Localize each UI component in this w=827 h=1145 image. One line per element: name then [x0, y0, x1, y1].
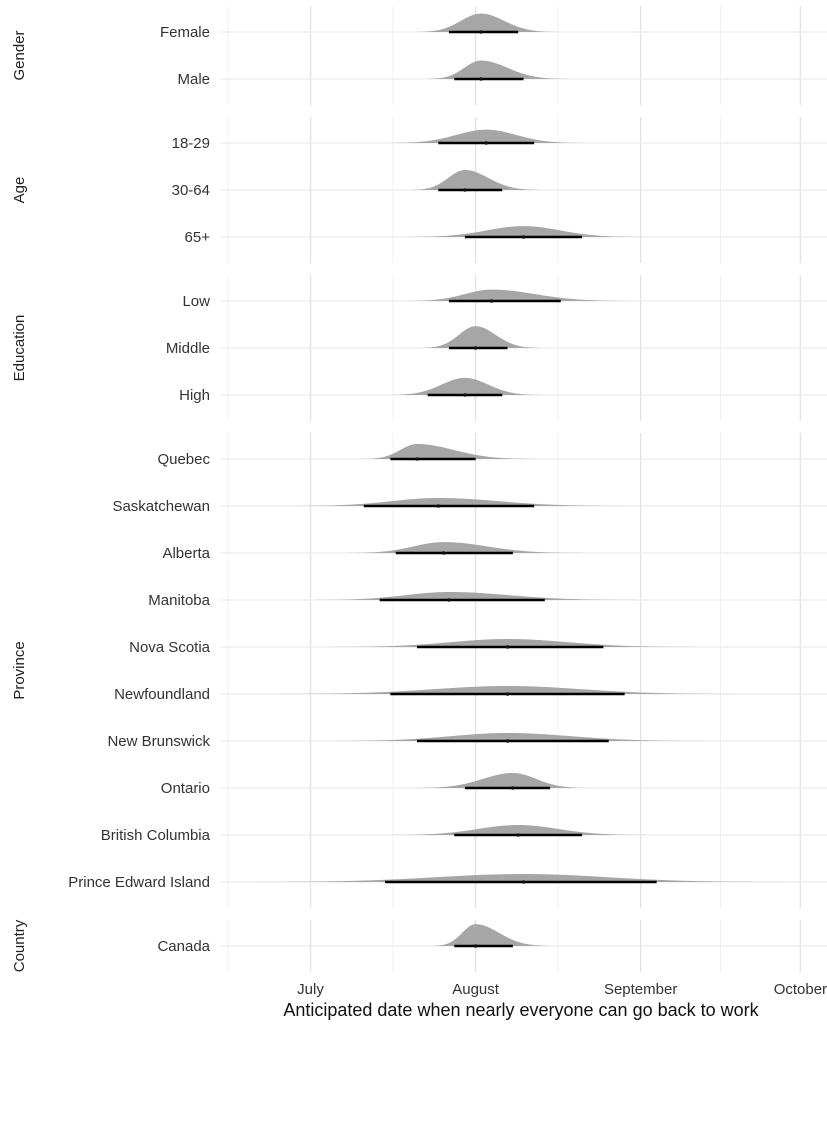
density-shape [406, 226, 641, 237]
row-manitoba: Manitoba [148, 592, 827, 609]
facet-label: Province [11, 641, 28, 699]
row-quebec: Quebec [157, 444, 827, 468]
row-new-brunswick: New Brunswick [107, 733, 827, 750]
density-shape [310, 592, 641, 600]
row-30-64: 30-64 [172, 170, 827, 199]
density-shape [326, 733, 710, 741]
row-alberta: Alberta [162, 542, 827, 562]
row-female: Female [160, 13, 827, 41]
row-low: Low [182, 289, 827, 310]
median-point [516, 833, 520, 837]
median-point [479, 77, 483, 81]
row-saskatchewan: Saskatchewan [112, 498, 827, 515]
density-shape [417, 773, 588, 788]
row-prince-edward-island: Prince Edward Island [68, 874, 827, 891]
category-label: 65+ [185, 229, 211, 246]
x-axis-title: Anticipated date when nearly everyone ca… [283, 1000, 759, 1020]
density-shape [417, 13, 556, 32]
category-label: Nova Scotia [129, 639, 211, 656]
category-label: Middle [166, 340, 210, 357]
facet-panel-3: Province Quebec Saskatchewan Alberta Manitob… [11, 433, 827, 908]
median-point [484, 141, 489, 145]
median-point [505, 739, 510, 743]
median-point [436, 504, 441, 508]
category-label: Alberta [162, 545, 210, 562]
median-point [463, 188, 467, 192]
median-point [473, 944, 478, 948]
density-shape [390, 129, 583, 143]
density-shape [347, 542, 583, 553]
density-shape [390, 825, 646, 835]
row-male: Male [177, 60, 827, 88]
facet-label: Age [11, 177, 28, 204]
facet-panel-0: Gender Female Male [11, 6, 827, 105]
facet-label: Country [11, 919, 28, 972]
category-label: Low [182, 293, 210, 310]
category-label: 30-64 [172, 182, 210, 199]
median-point [521, 235, 526, 239]
median-point [415, 457, 419, 461]
density-shape [427, 60, 567, 79]
row-british-columbia: British Columbia [101, 825, 827, 844]
facet-label: Education [11, 315, 28, 382]
density-shape [390, 377, 540, 395]
facet-panels: Gender Female Male Age 18-29 30-64 65+ Educatio… [11, 6, 827, 972]
category-label: British Columbia [101, 827, 211, 844]
density-shape [246, 874, 790, 882]
x-axis: July August September October [297, 981, 827, 998]
median-point [463, 393, 467, 397]
median-point [489, 299, 494, 303]
density-shape [422, 326, 540, 348]
facet-panel-1: Age 18-29 30-64 65+ [11, 117, 827, 263]
category-label: Male [177, 71, 210, 88]
category-label: 18-29 [172, 135, 210, 152]
row-nova-scotia: Nova Scotia [129, 639, 827, 656]
category-label: Manitoba [148, 592, 210, 609]
median-point [479, 30, 483, 34]
density-shape [289, 498, 630, 506]
row-65+: 65+ [185, 226, 827, 246]
category-label: Newfoundland [114, 686, 210, 703]
density-shape [432, 924, 551, 946]
facet-panel-4: Country Canada [11, 919, 827, 972]
facet-panel-2: Education Low Middle High [11, 275, 827, 421]
row-canada: Canada [157, 924, 827, 955]
row-high: High [179, 377, 827, 404]
x-tick-label: September [604, 981, 677, 998]
x-tick-label: October [774, 981, 827, 998]
median-point [441, 551, 446, 555]
category-label: Saskatchewan [112, 498, 210, 515]
row-middle: Middle [166, 326, 827, 357]
median-point [447, 598, 451, 602]
median-point [473, 346, 478, 350]
density-shape [363, 444, 535, 459]
density-shape [326, 639, 700, 647]
median-point [505, 645, 510, 649]
density-shape [411, 170, 540, 190]
category-label: High [179, 387, 210, 404]
median-point [511, 786, 515, 790]
category-label: Ontario [161, 780, 210, 797]
category-label: Female [160, 24, 210, 41]
facet-label: Gender [11, 30, 28, 80]
row-18-29: 18-29 [172, 129, 827, 152]
density-shape [273, 686, 742, 694]
category-label: New Brunswick [107, 733, 210, 750]
median-point [521, 880, 526, 884]
row-ontario: Ontario [161, 773, 827, 797]
category-label: Prince Edward Island [68, 874, 210, 891]
density-shape [406, 289, 630, 301]
category-label: Quebec [157, 451, 210, 468]
x-tick-label: August [452, 981, 500, 998]
row-newfoundland: Newfoundland [114, 686, 827, 703]
x-tick-label: July [297, 981, 324, 998]
category-label: Canada [157, 938, 210, 955]
median-point [505, 692, 510, 696]
